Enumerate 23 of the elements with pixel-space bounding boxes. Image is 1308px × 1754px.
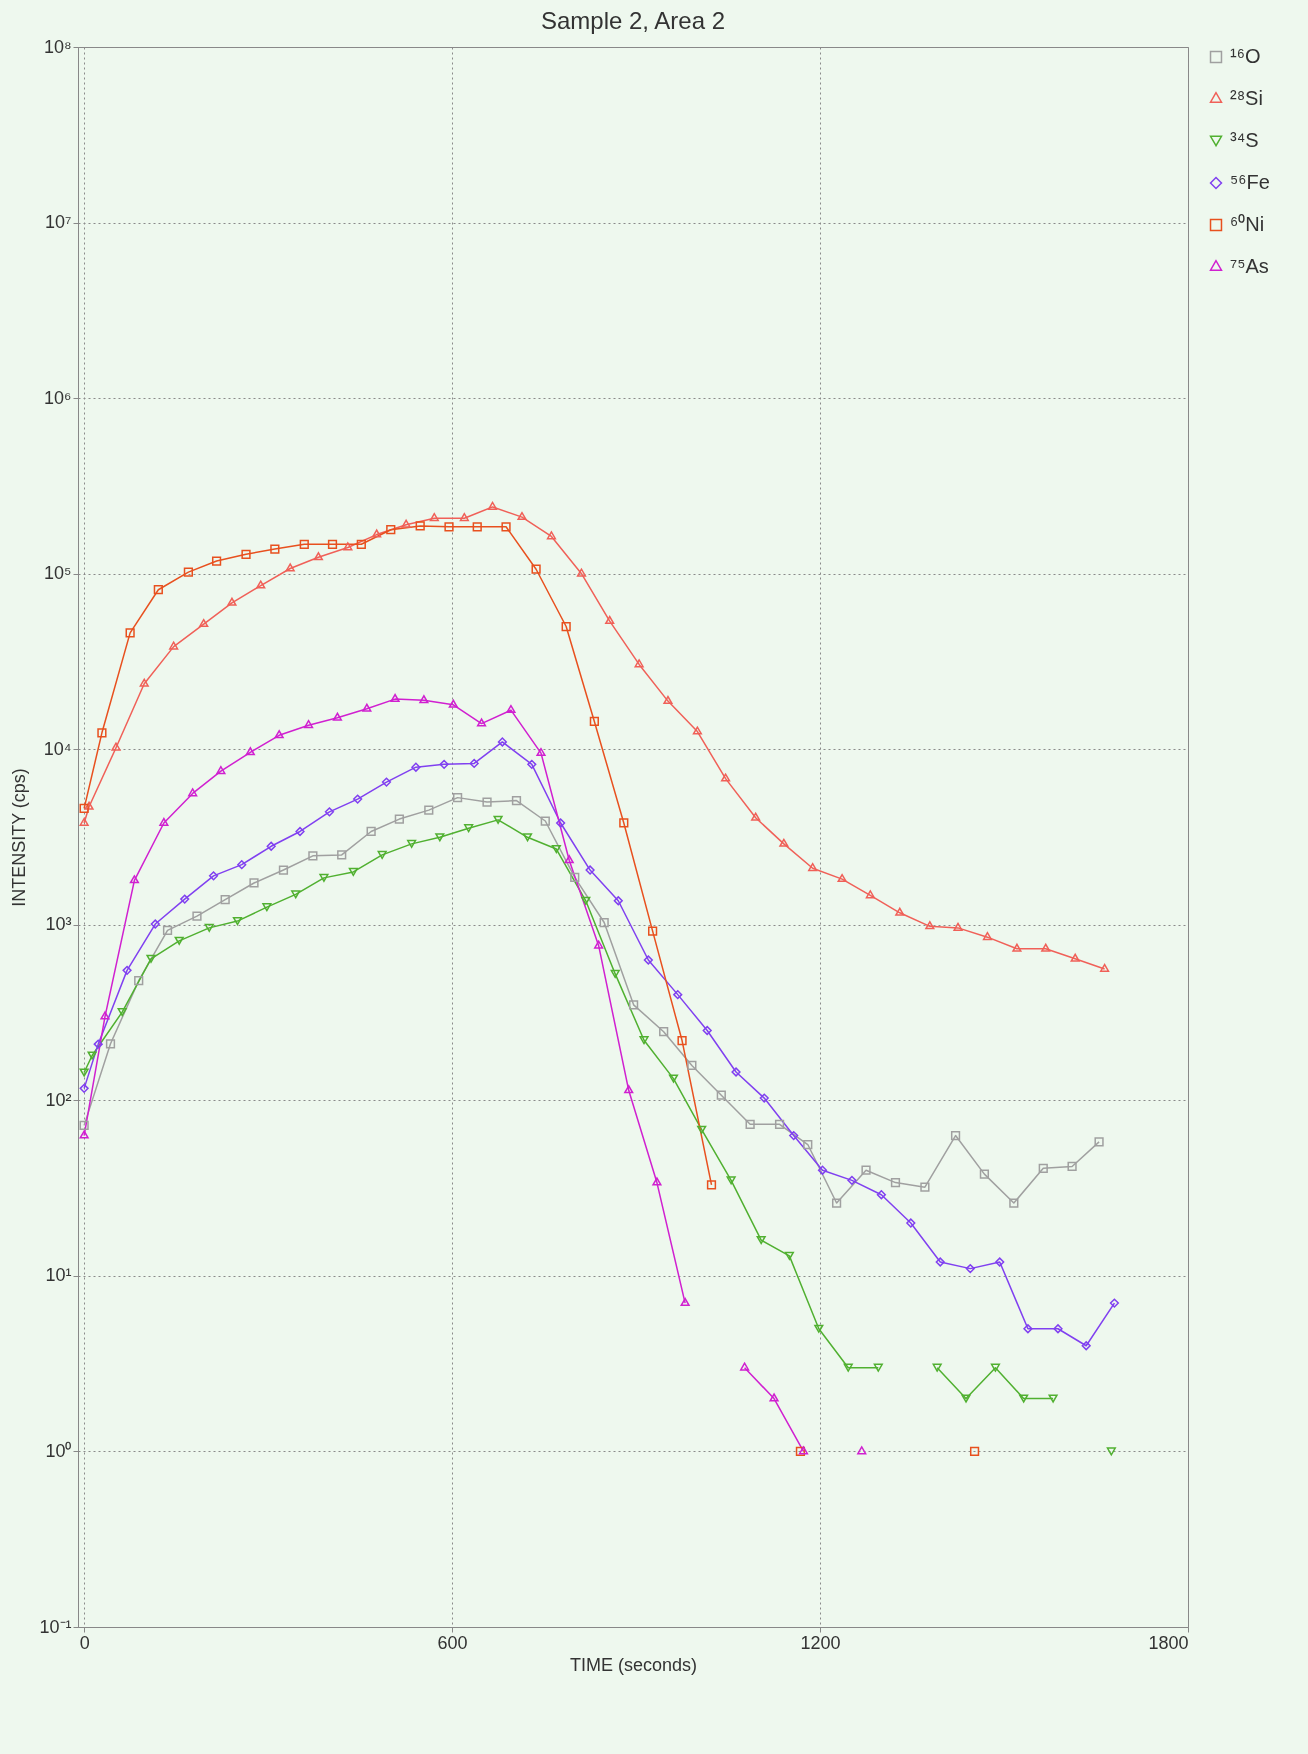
- legend-label: ³⁴S: [1230, 129, 1259, 151]
- legend-label: ⁷⁵As: [1230, 255, 1269, 277]
- x-tick-label: 0: [79, 1632, 90, 1653]
- y-tick-label: 10²: [45, 1089, 72, 1110]
- y-axis-title: INTENSITY (cps): [9, 768, 30, 907]
- chart-title: Sample 2, Area 2: [540, 7, 726, 34]
- y-tick-label: 10⁶: [44, 387, 72, 408]
- legend-label: ⁶⁰Ni: [1230, 213, 1265, 235]
- x-tick-label: 1800: [1148, 1632, 1189, 1653]
- legend-label: ⁵⁶Fe: [1230, 171, 1270, 193]
- y-tick-label: 10¹: [45, 1265, 72, 1286]
- legend-label: ²⁸Si: [1230, 87, 1263, 109]
- y-tick-label: 10⁴: [43, 738, 72, 759]
- x-axis-title: TIME (seconds): [569, 1654, 698, 1675]
- y-tick-label: 10⁰: [45, 1440, 72, 1461]
- x-tick-label: 600: [437, 1632, 468, 1653]
- y-tick-label: 10⁸: [43, 36, 72, 57]
- y-tick-label: 10⁻¹: [39, 1616, 72, 1637]
- y-tick-label: 10³: [45, 914, 72, 935]
- y-tick-label: 10⁷: [44, 212, 72, 233]
- x-tick-label: 1200: [800, 1632, 841, 1653]
- legend-label: ¹⁶O: [1230, 45, 1261, 67]
- y-tick-label: 10⁵: [44, 563, 72, 584]
